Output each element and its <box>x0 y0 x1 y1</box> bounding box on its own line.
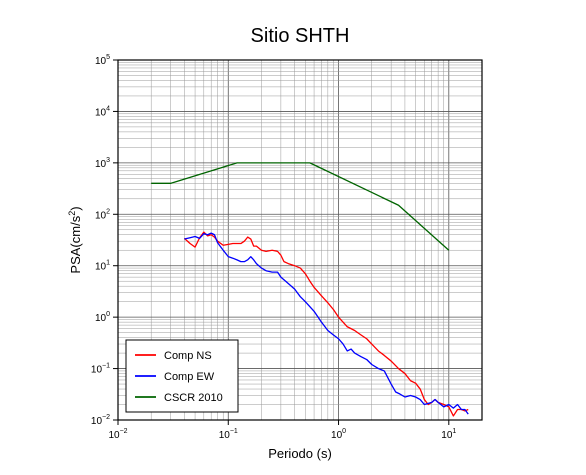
y-tick-label: 104 <box>95 105 110 118</box>
y-tick-label: 101 <box>95 260 110 273</box>
legend: Comp NS Comp EW CSCR 2010 <box>125 339 239 413</box>
y-tick-label: 10−2 <box>91 414 110 427</box>
y-axis-label: PSA(cm/s2) <box>67 206 83 273</box>
x-tick-label: 10−1 <box>219 428 238 441</box>
plot-frame <box>117 59 483 421</box>
y-tick-label: 10−1 <box>91 363 110 376</box>
series-line-cscr-2010 <box>151 162 450 251</box>
y-tick-label: 103 <box>95 157 110 170</box>
x-tick-label: 101 <box>441 428 456 441</box>
series-layer <box>151 162 469 417</box>
axes: 10−2 10−1 100 101 10−2 10−1 100 101 102 103 104 105 <box>91 54 483 441</box>
chart-title: Sitio SHTH <box>251 25 350 47</box>
y-tick-label: 102 <box>95 208 110 221</box>
y-tick-label: 105 <box>95 54 110 67</box>
x-tick-label: 10−2 <box>108 428 127 441</box>
legend-label-comp-ns: Comp NS <box>164 350 212 362</box>
y-axis-label-sup: 2 <box>67 211 77 216</box>
series-line-comp-ew <box>184 232 469 415</box>
y-axis-label-main: PSA(cm/s <box>68 215 83 273</box>
x-axis-label: Periodo (s) <box>268 446 332 461</box>
legend-label-cscr-2010: CSCR 2010 <box>164 392 223 404</box>
series-line-comp-ns <box>183 231 469 417</box>
y-tick-label: 100 <box>95 311 110 324</box>
legend-label-comp-ew: Comp EW <box>164 371 215 383</box>
y-axis-label-end: ) <box>68 206 83 210</box>
x-tick-label: 100 <box>331 428 346 441</box>
